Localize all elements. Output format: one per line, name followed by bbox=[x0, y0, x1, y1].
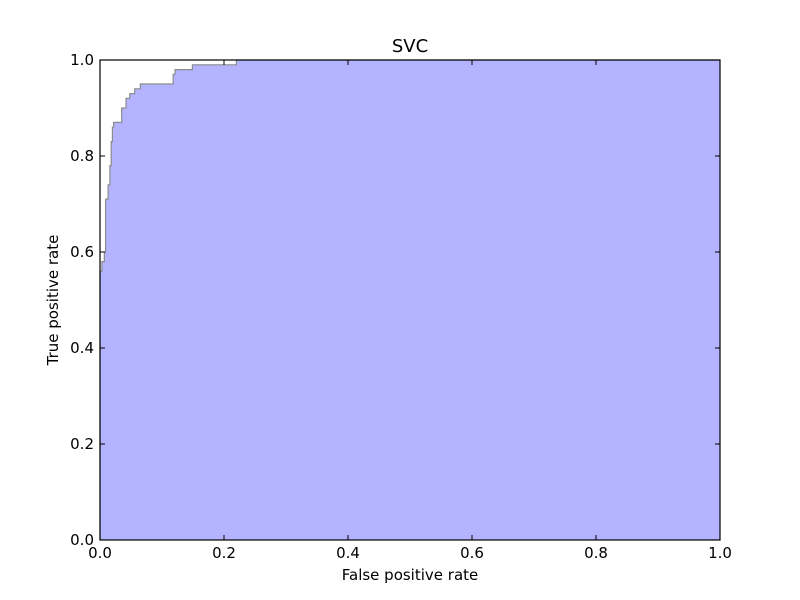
y-tick-label: 0.2 bbox=[70, 435, 94, 453]
y-tick-label: 0.6 bbox=[70, 243, 94, 261]
roc-area-fill bbox=[100, 60, 720, 540]
x-tick-label: 1.0 bbox=[708, 544, 732, 562]
x-tick-label: 0.0 bbox=[88, 544, 112, 562]
plot-area: 0.0 0.2 0.4 0.6 0.8 1.0 0.0 0.2 0.4 0.6 0.8 1.0 bbox=[70, 51, 732, 562]
plot-frame bbox=[99, 59, 721, 541]
roc-curve-line bbox=[99, 59, 720, 540]
chart-title: SVC bbox=[392, 36, 428, 57]
x-tick-label: 0.8 bbox=[584, 544, 608, 562]
y-tick-label: 0.4 bbox=[70, 339, 94, 357]
y-tick-label: 0.8 bbox=[70, 147, 94, 165]
y-axis-label: True positive rate bbox=[44, 235, 62, 367]
y-tick-label: 0.0 bbox=[70, 531, 94, 549]
x-tick-label: 0.6 bbox=[460, 544, 484, 562]
x-axis-label: False positive rate bbox=[342, 566, 479, 584]
x-tick-label: 0.4 bbox=[336, 544, 360, 562]
y-tick-label: 1.0 bbox=[70, 51, 94, 69]
x-tick-label: 0.2 bbox=[212, 544, 236, 562]
